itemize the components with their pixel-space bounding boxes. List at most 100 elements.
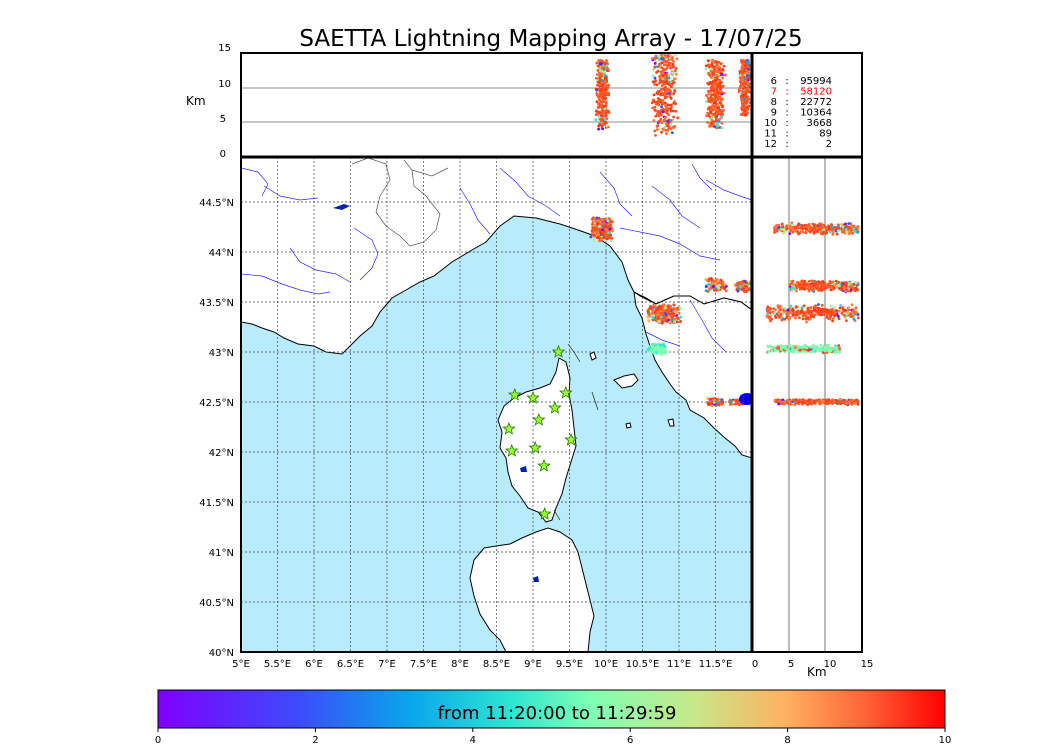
lightning-source [663, 351, 667, 355]
lightning-source [768, 344, 772, 348]
lightning-source [679, 315, 683, 319]
lon-tick-label: 6.5°E [337, 659, 364, 670]
lon-tick-label: 11.5°E [699, 659, 733, 670]
lightning-source [830, 286, 833, 289]
lightning-source [665, 132, 668, 135]
station-star-icon [502, 421, 516, 435]
lightning-source [718, 89, 722, 93]
lightning-source [837, 280, 840, 284]
lightning-source [671, 62, 675, 66]
lightning-source [717, 60, 721, 64]
lightning-source [799, 348, 803, 352]
lightning-source [600, 124, 604, 128]
lightning-source [660, 311, 664, 315]
lightning-source [597, 224, 601, 228]
lightning-source [660, 105, 663, 109]
lightning-source [715, 77, 719, 81]
lightning-source [841, 230, 845, 234]
elba-island [613, 373, 639, 389]
capraia-island [589, 351, 597, 361]
lightning-source [717, 283, 721, 287]
lightning-source [601, 233, 605, 237]
lightning-source [825, 351, 829, 355]
stat-station-count: 11 [764, 129, 777, 140]
lightning-source [829, 288, 833, 292]
lightning-source [720, 121, 724, 125]
lightning-source [807, 348, 811, 352]
lightning-source [835, 232, 839, 236]
lightning-source [797, 305, 801, 309]
stat-separator: : [785, 129, 788, 140]
lightning-source [721, 76, 725, 80]
lightning-source [712, 71, 715, 75]
lightning-source [740, 102, 744, 106]
lightning-source [775, 227, 779, 231]
lightning-source [672, 91, 675, 95]
lightning-source [711, 104, 715, 108]
lightning-source [834, 225, 837, 229]
lightning-source [669, 127, 673, 131]
lightning-source [791, 308, 794, 312]
lightning-source [850, 303, 854, 307]
lightning-source [841, 228, 845, 231]
lightning-source [809, 350, 812, 354]
lightning-source [656, 69, 660, 73]
lightning-source [658, 343, 662, 347]
lightning-source [721, 104, 725, 108]
colorbar-tick-label: 4 [470, 735, 476, 746]
lightning-source [841, 225, 845, 229]
lightning-source [719, 111, 722, 115]
lightning-source [801, 398, 805, 401]
stat-separator: : [785, 118, 788, 129]
panel-frames [240, 52, 863, 653]
lightning-source [717, 120, 721, 123]
lightning-source [842, 309, 846, 313]
lightning-source [721, 84, 725, 88]
lightning-source [646, 315, 650, 319]
lightning-source [709, 80, 712, 84]
lightning-source [597, 102, 600, 106]
lightning-source [605, 84, 609, 88]
lightning-source [673, 317, 677, 321]
lightning-source [812, 231, 816, 235]
lightning-source [603, 224, 607, 228]
lightning-source [855, 400, 858, 404]
lightning-source [650, 101, 654, 105]
lightning-source [728, 402, 732, 406]
lightning-source [654, 109, 657, 113]
lightning-source [721, 67, 724, 71]
lightning-source [847, 306, 851, 309]
lightning-source [827, 227, 831, 231]
lightning-source [828, 308, 832, 312]
lightning-source [655, 128, 659, 131]
lightning-source [812, 315, 816, 319]
lightning-source [705, 114, 708, 118]
lightning-source [665, 80, 668, 84]
lightning-source [833, 314, 836, 318]
stat-source-count: 22772 [800, 97, 832, 108]
lightning-source [819, 313, 823, 317]
lightning-source [715, 63, 719, 67]
lightning-source [710, 63, 714, 67]
lightning-source [603, 107, 607, 111]
giglio-island [667, 418, 675, 427]
lightning-source [737, 403, 741, 407]
lightning-source [663, 116, 667, 120]
lightning-source [800, 310, 804, 314]
lightning-source [673, 89, 677, 93]
lightning-source [651, 74, 655, 78]
lightning-source [793, 349, 797, 352]
lightning-source [734, 400, 738, 404]
lightning-source [677, 311, 681, 315]
lightning-source [655, 307, 659, 311]
lightning-source [706, 107, 710, 111]
lightning-source [660, 121, 664, 125]
lightning-source [659, 318, 663, 322]
lightning-source [801, 230, 805, 234]
altitude-axis-label: Km [186, 94, 206, 108]
lightning-source [828, 280, 832, 284]
lightning-source [675, 57, 679, 61]
lightning-source [647, 312, 651, 316]
lightning-source [797, 232, 801, 235]
lightning-source [665, 77, 669, 81]
